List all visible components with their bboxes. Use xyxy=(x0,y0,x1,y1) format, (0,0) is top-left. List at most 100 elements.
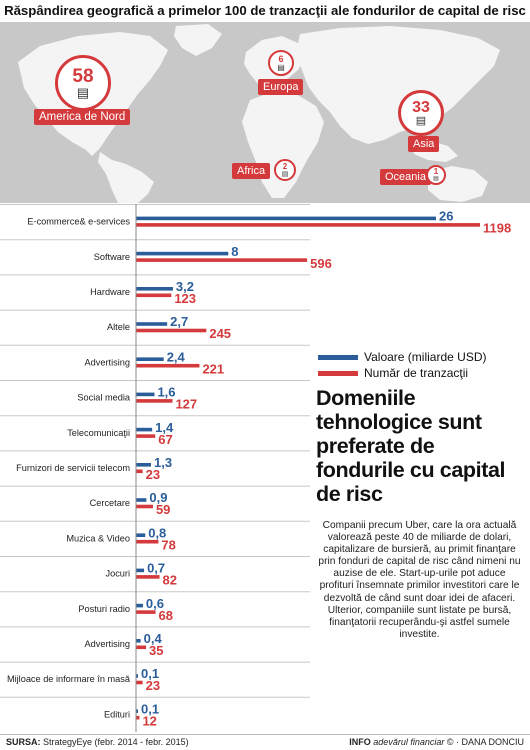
category-label: Social media xyxy=(77,393,130,403)
category-label: Altele xyxy=(107,322,130,332)
data-label-value: 0,6 xyxy=(146,596,164,611)
info-label: INFO xyxy=(349,737,371,747)
bar-count xyxy=(136,610,156,614)
category-label: Software xyxy=(94,252,130,262)
bar-count xyxy=(136,575,160,579)
legend-swatch-value xyxy=(318,354,358,360)
bar-value xyxy=(136,674,138,678)
data-label-value: 0,4 xyxy=(144,631,163,646)
bar-value xyxy=(136,251,229,256)
bar-value xyxy=(136,533,146,537)
money-stack-icon: ▤ xyxy=(277,62,285,72)
region-bubble-europe: 6 ▤ xyxy=(268,50,294,76)
bar-value xyxy=(136,357,164,361)
continent-south-america xyxy=(98,152,154,203)
region-count-asia: 33 xyxy=(412,98,430,116)
continent-asia xyxy=(296,26,500,144)
bar-value xyxy=(136,322,168,326)
infographic-title: Răspândirea geografică a primelor 100 de… xyxy=(4,3,526,18)
money-stack-icon: ▤ xyxy=(433,176,439,182)
bar-count xyxy=(136,645,147,650)
bar-count xyxy=(136,258,308,262)
data-label-value: 2,4 xyxy=(167,349,186,364)
region-count-oceania: 1 xyxy=(433,167,439,176)
region-label-europe: Europa xyxy=(258,79,304,95)
brand-name: adevărul financiar xyxy=(373,737,445,747)
bar-value xyxy=(136,463,151,467)
data-label-value: 26 xyxy=(439,209,453,224)
legend-item-count: Număr de tranzacţii xyxy=(318,365,486,381)
category-label: Telecomunicaţii xyxy=(67,428,130,438)
region-label-africa: Africa xyxy=(232,163,271,179)
region-bubble-oceania: 1 ▤ xyxy=(426,165,446,185)
region-count-africa: 2 xyxy=(282,161,288,171)
data-label-value: 2,7 xyxy=(170,314,188,329)
data-label-count: 23 xyxy=(146,467,160,482)
bar-count xyxy=(136,363,200,368)
region-count-north-america: 58 xyxy=(72,66,94,87)
source-note: SURSA: StrategyEye (febr. 2014 - febr. 2… xyxy=(6,735,189,750)
category-label: Cercetare xyxy=(90,498,130,508)
category-label: Advertising xyxy=(85,639,130,649)
category-label: E-commerce& e-services xyxy=(27,217,130,227)
legend-label-count: Număr de tranzacţii xyxy=(364,366,469,380)
data-label-value: 0,1 xyxy=(141,701,159,716)
region-bubble-asia: 33 ▤ xyxy=(398,90,444,136)
data-label-value: 0,9 xyxy=(149,490,167,505)
category-label: Furnizori de servicii telecom xyxy=(16,463,130,473)
data-label-count: 35 xyxy=(149,643,163,658)
money-stack-icon: ▤ xyxy=(76,85,90,100)
source-label: SURSA: xyxy=(6,737,41,747)
region-label-north-america: America de Nord xyxy=(34,109,131,125)
data-label-count: 221 xyxy=(202,361,224,376)
world-map-panel: 58 ▤ America de Nord 6 ▤ Europa 33 ▤ Asi… xyxy=(0,22,530,203)
data-label-count: 123 xyxy=(174,291,196,306)
world-map xyxy=(18,24,500,203)
legend-label-value: Valoare (miliarde USD) xyxy=(364,350,487,364)
bar-value xyxy=(136,568,145,573)
region-bubble-africa: 2 ▤ xyxy=(274,159,296,181)
bar-value xyxy=(136,392,155,397)
data-label-value: 3,2 xyxy=(176,279,194,294)
bar-value xyxy=(136,287,173,291)
category-label: Hardware xyxy=(90,287,130,297)
bar-count xyxy=(136,680,143,685)
data-label-count: 67 xyxy=(158,432,172,447)
data-label-count: 23 xyxy=(146,678,160,693)
region-label-oceania: Oceania xyxy=(380,169,431,185)
bar-count xyxy=(136,715,140,720)
data-label-count: 127 xyxy=(175,397,197,412)
data-label-count: 12 xyxy=(142,713,156,728)
money-stack-icon: ▤ xyxy=(281,170,289,178)
continent-greenland xyxy=(174,24,222,56)
data-label-value: 0,7 xyxy=(147,561,165,576)
category-label: Edituri xyxy=(104,709,130,719)
region-bubble-north-america: 58 ▤ xyxy=(55,55,111,111)
data-label-count: 1198 xyxy=(483,221,511,236)
category-label: Mijloace de informare în masă xyxy=(7,674,131,684)
data-label-count: 59 xyxy=(156,502,170,517)
bar-value xyxy=(136,216,436,221)
region-label-asia: Asia xyxy=(408,136,440,152)
source-text: StrategyEye (febr. 2014 - febr. 2015) xyxy=(43,737,189,747)
data-label-value: 0,1 xyxy=(141,666,159,681)
category-label: Posturi radio xyxy=(78,604,130,614)
credit-text: © · DANA DONCIU xyxy=(446,737,524,747)
category-label: Jocuri xyxy=(105,569,130,579)
category-label: Advertising xyxy=(85,357,130,367)
data-label-count: 82 xyxy=(163,573,177,588)
region-count-europe: 6 xyxy=(278,53,284,64)
data-label-count: 245 xyxy=(209,326,231,341)
bar-count xyxy=(136,293,172,298)
bar-value xyxy=(136,427,153,432)
data-label-value: 1,3 xyxy=(154,455,172,470)
category-label: Muzica & Video xyxy=(66,533,130,543)
data-label-count: 68 xyxy=(159,608,173,623)
bar-count xyxy=(136,399,173,403)
data-label-value: 0,8 xyxy=(148,525,166,540)
bar-value xyxy=(136,603,143,608)
bar-count xyxy=(136,223,480,227)
data-label-value: 1,6 xyxy=(157,385,175,400)
bar-chart: E-commerce& e-services 26 1198 Software 8 596… xyxy=(0,204,530,732)
